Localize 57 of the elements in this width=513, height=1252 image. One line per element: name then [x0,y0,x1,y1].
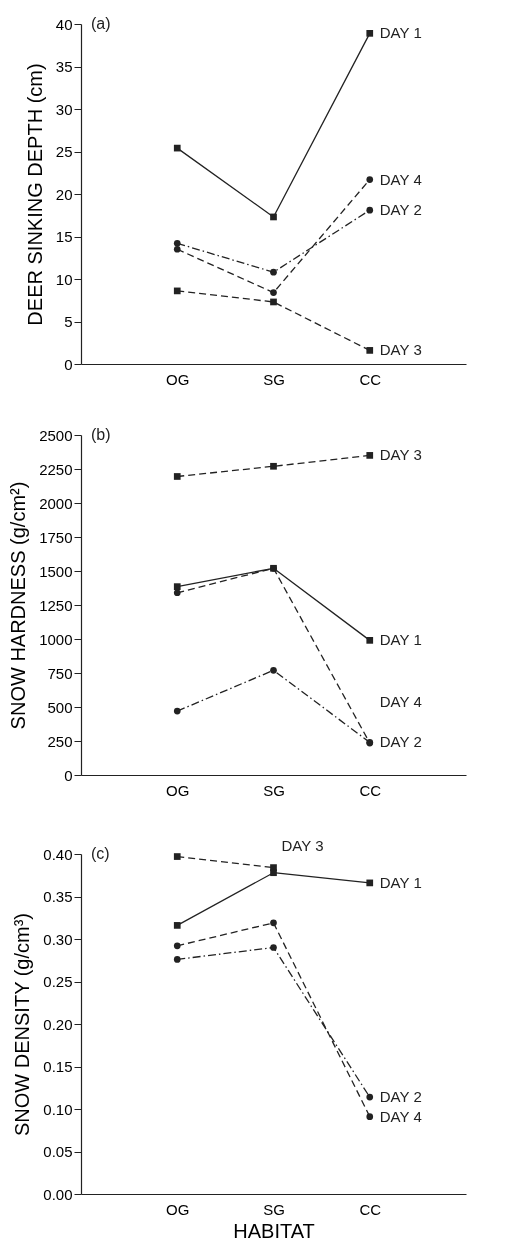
x-tick-label: SG [263,1200,285,1218]
y-tick-label: 0 [64,766,73,784]
y-axis-title: SNOW DENSITY (g/cm³) [11,913,34,1136]
y-tick-label: 20 [55,185,73,203]
y-tick-label: 1000 [39,630,73,648]
y-tick-label: 5 [64,313,73,330]
y-tick-label: 1250 [39,596,73,614]
annotation: (a) [91,15,111,32]
x-tick-label: CC [359,781,382,799]
series-label: DAY 1 [379,24,422,42]
series-label: DAY 3 [379,446,422,464]
x-tick-label: SG [263,370,285,388]
y-axis-title: SNOW HARDNESS (g/cm²) [7,481,30,730]
x-tick-label: CC [359,370,382,388]
y-tick-label: 1500 [39,562,73,580]
y-tick-label: 2250 [39,460,73,478]
series-label: DAY 2 [379,733,422,751]
y-tick-label: 0.30 [43,930,73,948]
series-label: DAY 1 [379,631,422,649]
y-tick-label: 30 [55,100,73,118]
y-tick-label: 500 [47,698,73,716]
y-tick-label: 1750 [39,528,73,546]
series-label: DAY 1 [379,873,422,891]
y-tick-label: 25 [55,143,73,160]
y-tick-label: 750 [47,664,73,682]
series-label: DAY 2 [379,201,422,219]
annotation: (c) [91,845,110,862]
y-tick-label: 0.20 [43,1015,73,1033]
y-tick-label: 250 [47,732,73,750]
series-label: DAY 4 [379,170,422,188]
series-label: DAY 3 [379,341,422,359]
y-tick-label: 15 [55,228,73,245]
series-label: DAY 4 [379,1107,422,1125]
y-tick-label: 2500 [39,426,73,444]
y-axis-title: DEER SINKING DEPTH (cm) [23,63,46,326]
x-tick-label: OG [166,781,190,799]
x-tick-label: OG [166,1200,190,1218]
y-tick-label: 0.35 [43,888,73,905]
series-label: DAY 2 [379,1088,422,1106]
annotation: (b) [91,426,111,443]
series-label: DAY 3 [281,836,324,854]
x-tick-label: CC [359,1200,382,1218]
x-axis-title: HABITAT [233,1219,315,1242]
y-tick-label: 0.40 [43,845,73,863]
y-tick-label: 40 [55,15,73,33]
y-tick-label: 0.00 [43,1185,73,1203]
series-label: DAY 4 [379,693,422,711]
y-tick-label: 2000 [39,494,73,512]
y-tick-label: 35 [55,58,73,75]
y-tick-label: 0.10 [43,1100,73,1118]
x-tick-label: SG [263,781,285,799]
y-tick-label: 0.25 [43,973,73,990]
y-tick-label: 10 [55,270,73,288]
x-tick-label: OG [166,370,190,388]
y-tick-label: 0 [64,355,73,373]
y-tick-label: 0.15 [43,1058,73,1075]
y-tick-label: 0.05 [43,1143,73,1160]
